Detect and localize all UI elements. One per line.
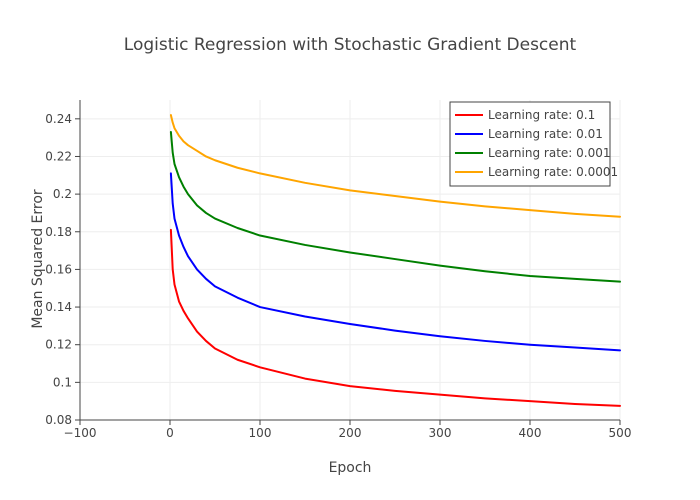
series-layer <box>169 114 621 407</box>
legend-label: Learning rate: 0.0001 <box>488 165 618 179</box>
y-tick-label: 0.24 <box>45 112 72 126</box>
legend-label: Learning rate: 0.001 <box>488 146 611 160</box>
x-tick-label: −100 <box>64 426 97 440</box>
legend: Learning rate: 0.1 Learning rate: 0.01 Lea… <box>449 101 618 187</box>
y-tick-label: 0.12 <box>45 338 72 352</box>
y-tick-label: 0.16 <box>45 262 72 276</box>
x-tick-label: 400 <box>519 426 542 440</box>
x-tick-label: 0 <box>166 426 174 440</box>
y-tick-label: 0.18 <box>45 225 72 239</box>
x-tick-label: 300 <box>429 426 452 440</box>
y-tick-label: 0.14 <box>45 300 72 314</box>
legend-label: Learning rate: 0.01 <box>488 127 603 141</box>
y-tick-label: 0.1 <box>53 375 72 389</box>
series-line-2 <box>169 172 621 352</box>
x-axis-title: Epoch <box>329 460 372 476</box>
y-tick-label: 0.2 <box>53 187 72 201</box>
x-tick-label: 100 <box>249 426 272 440</box>
chart-title: Logistic Regression with Stochastic Grad… <box>124 35 577 55</box>
y-tick-label: 0.08 <box>45 413 72 427</box>
series-line-3 <box>169 131 621 283</box>
x-tick-label: 500 <box>609 426 632 440</box>
series-line-1 <box>169 228 621 407</box>
y-tick-label: 0.22 <box>45 149 72 163</box>
axes-layer: −100 0 100 200 300 400 500 0.08 0.1 0.12 0.14 0.16 0… <box>45 100 631 440</box>
y-axis-title: Mean Squared Error <box>30 189 46 329</box>
legend-label: Learning rate: 0.1 <box>488 108 595 122</box>
series-line-4 <box>169 114 621 218</box>
x-tick-label: 200 <box>339 426 362 440</box>
